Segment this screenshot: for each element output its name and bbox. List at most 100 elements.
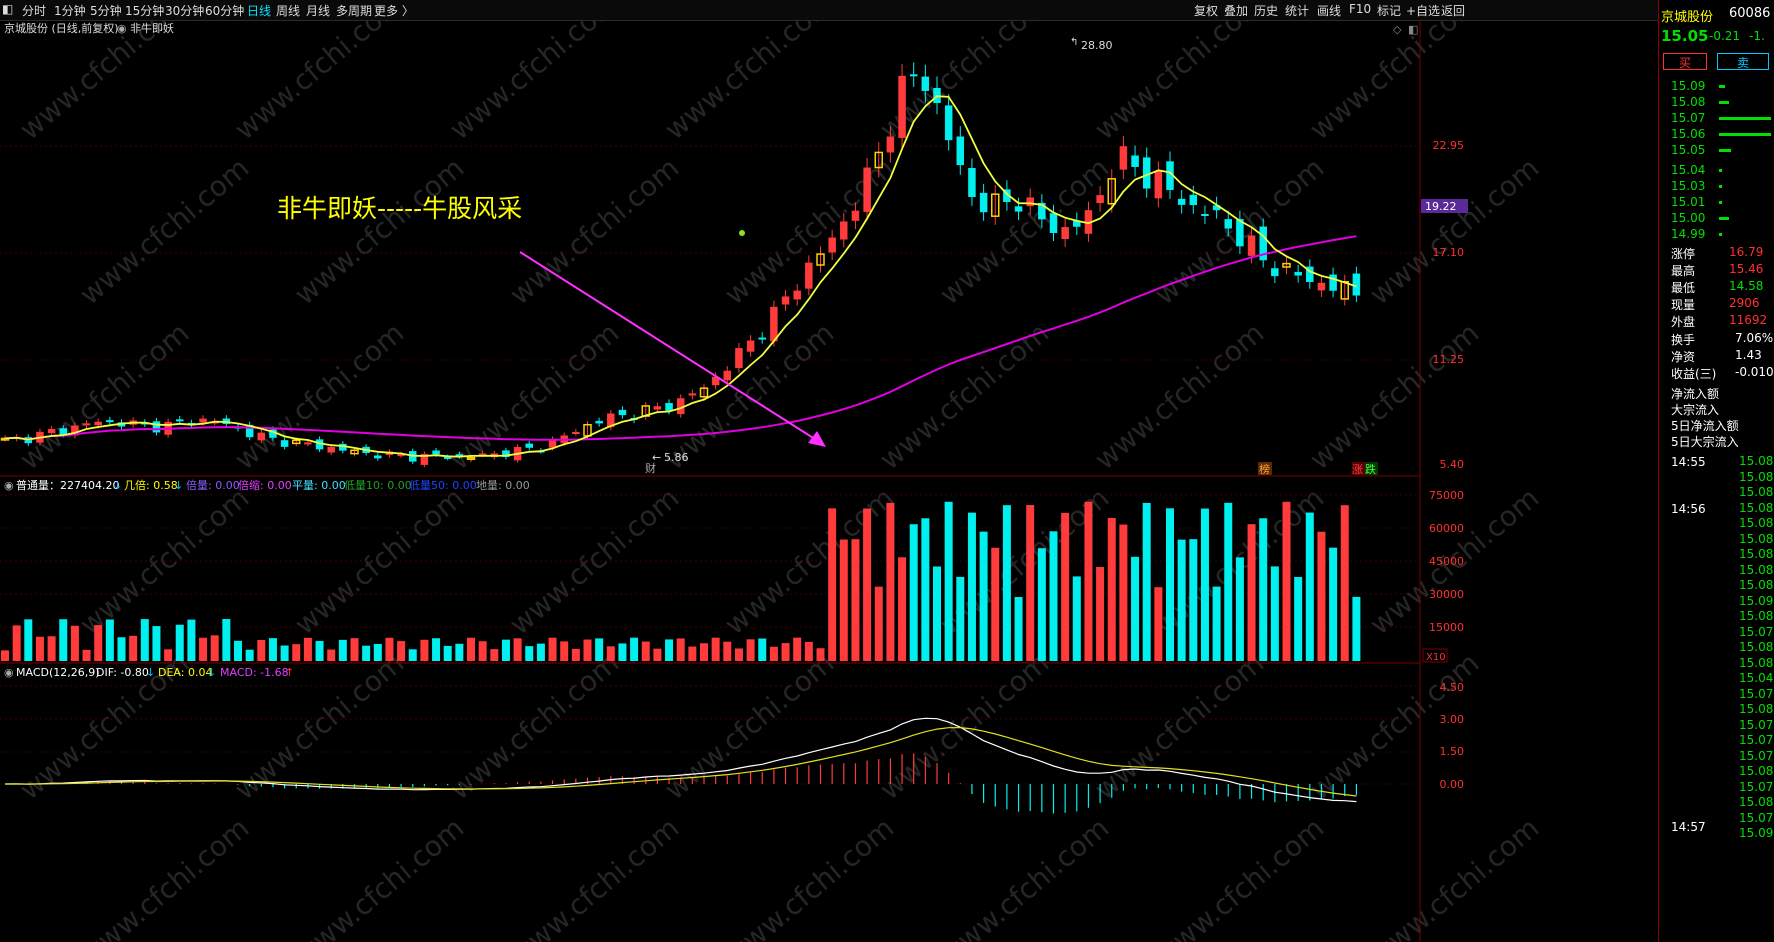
zhang-badge[interactable] [1352,462,1365,475]
sell-button[interactable]: 卖 [1717,53,1769,70]
volume-bar [967,512,976,661]
volume-bar [688,646,697,661]
candle-body [699,387,709,398]
candle-body [152,421,161,433]
tool-back-button[interactable]: 返回 [1441,4,1466,18]
volume-bar [338,639,347,661]
down-arrow-icon: ↓ [146,666,155,679]
tab-weekly[interactable]: 周线 [276,4,301,18]
indicator-name: 非牛即妖 [130,21,174,35]
tick-price: 15.08 [1739,562,1774,577]
volume-bar [641,641,650,661]
volume-bar [1212,586,1221,661]
candle-body [350,449,359,455]
watermark-text: www.cfchi.com [718,811,900,942]
volume-bar [583,639,592,661]
tool-overlay-button[interactable]: 叠加 [1224,4,1249,18]
tab-more[interactable]: 更多 〉 [374,4,414,18]
tool-f10-button[interactable]: F10 [1349,2,1372,16]
watermark-text: www.cfchi.com [503,151,685,311]
candle-body [292,439,301,445]
panel-toggle-icon[interactable]: ◧ [1408,23,1418,36]
die-badge[interactable] [1365,462,1378,475]
volume-bar [793,637,802,661]
volume-bar [898,557,907,661]
order-book-price: 15.04 [1671,163,1706,177]
layout-toggle-icon[interactable]: ◧ [2,2,14,16]
volume-bar [1072,576,1081,661]
down-arrow-icon: ↓ [207,666,216,679]
volume-bar [129,635,138,661]
volume-bar [1305,512,1314,661]
watermark-text: www.cfchi.com [658,21,840,146]
candle-body [94,421,102,426]
bang-badge[interactable] [1258,462,1272,475]
candle-body [1247,235,1256,256]
tab-multi-period[interactable]: 多周期 [336,4,373,18]
stat-label: 换手 [1671,333,1696,347]
tab-fenshi[interactable]: 分时 [22,4,47,18]
volume-title: 普通量：227404.20 [16,478,120,492]
tab-5min[interactable]: 5分钟 [90,4,122,18]
tick-price: 15.08 [1739,764,1774,778]
event-marker-cai[interactable]: 财 [645,461,656,475]
volume-bar [362,645,371,661]
tick-price: 15.08 [1739,609,1774,623]
volume-bar [700,643,708,661]
tool-mark-button[interactable]: 标记 [1377,4,1402,18]
ji-bei-value: 几倍: 0.58 [124,478,178,492]
macd-tick: 3.00 [1440,713,1465,726]
macd-dea: DEA: 0.04 [158,666,212,679]
tab-daily[interactable]: 日线 [247,4,272,18]
candle-body [502,450,510,457]
tool-add-favorite-button[interactable]: +自选 [1406,4,1441,18]
volume-bar [909,524,918,661]
volume-bar [478,641,487,661]
diamond-icon[interactable]: ◇ [1393,23,1402,36]
tab-60min[interactable]: 60分钟 [205,4,245,18]
candle-body [770,306,778,342]
buy-button[interactable]: 买 [1663,53,1707,70]
watermark-text: www.cfchi.com [1088,316,1270,476]
volume-bar [1002,505,1011,661]
volume-tick: 45000 [1429,555,1464,568]
last-price: 15.05 [1661,27,1709,45]
tick-price: 15.08 [1739,547,1774,561]
bei-liang-value: 倍量: 0.00 [186,478,240,492]
volume-bar [292,644,301,661]
candle-body [898,75,906,138]
candle-body [1096,195,1104,204]
volume-bar [746,639,755,661]
tab-30min[interactable]: 30分钟 [165,4,205,18]
volume-bar [1259,518,1268,661]
tool-fuquan-button[interactable]: 复权 [1194,4,1219,18]
candle-body [106,420,114,423]
volume-bar [1096,566,1105,661]
volume-bar [618,643,627,661]
candle-body [863,167,871,212]
volume-bar [525,646,534,661]
order-book-bar [1719,185,1722,188]
volume-bar [1154,587,1163,661]
stock-code: 60086 [1729,6,1771,21]
kline-chart-area[interactable]: www.cfchi.com www.cfchi.com www.cfchi.com w… [0,21,1658,942]
tick-price: 15.07 [1739,686,1774,701]
high-price-label: 28.80 [1081,39,1113,52]
tick-price: 15.08 [1739,578,1774,592]
order-book-bar [1719,233,1722,236]
tab-1min[interactable]: 1分钟 [54,4,86,18]
volume-bar [606,646,615,661]
tab-monthly[interactable]: 月线 [306,4,331,18]
candle-body [653,406,662,410]
tab-15min[interactable]: 15分钟 [125,4,165,18]
candle-body [1201,214,1209,217]
tool-draw-button[interactable]: 画线 [1317,4,1342,18]
volume-bar [851,539,860,661]
tool-history-button[interactable]: 历史 [1254,4,1279,18]
order-book-price: 15.01 [1671,195,1706,209]
volume-bar [327,649,336,661]
candle-body [909,74,918,77]
volume-header: ◉ 普通量：227404.20 ↓ 几倍: 0.58 ↓ 倍量: 0.00 倍缩… [4,478,530,492]
tool-stats-button[interactable]: 统计 [1285,4,1310,18]
volume-bar [420,639,429,661]
